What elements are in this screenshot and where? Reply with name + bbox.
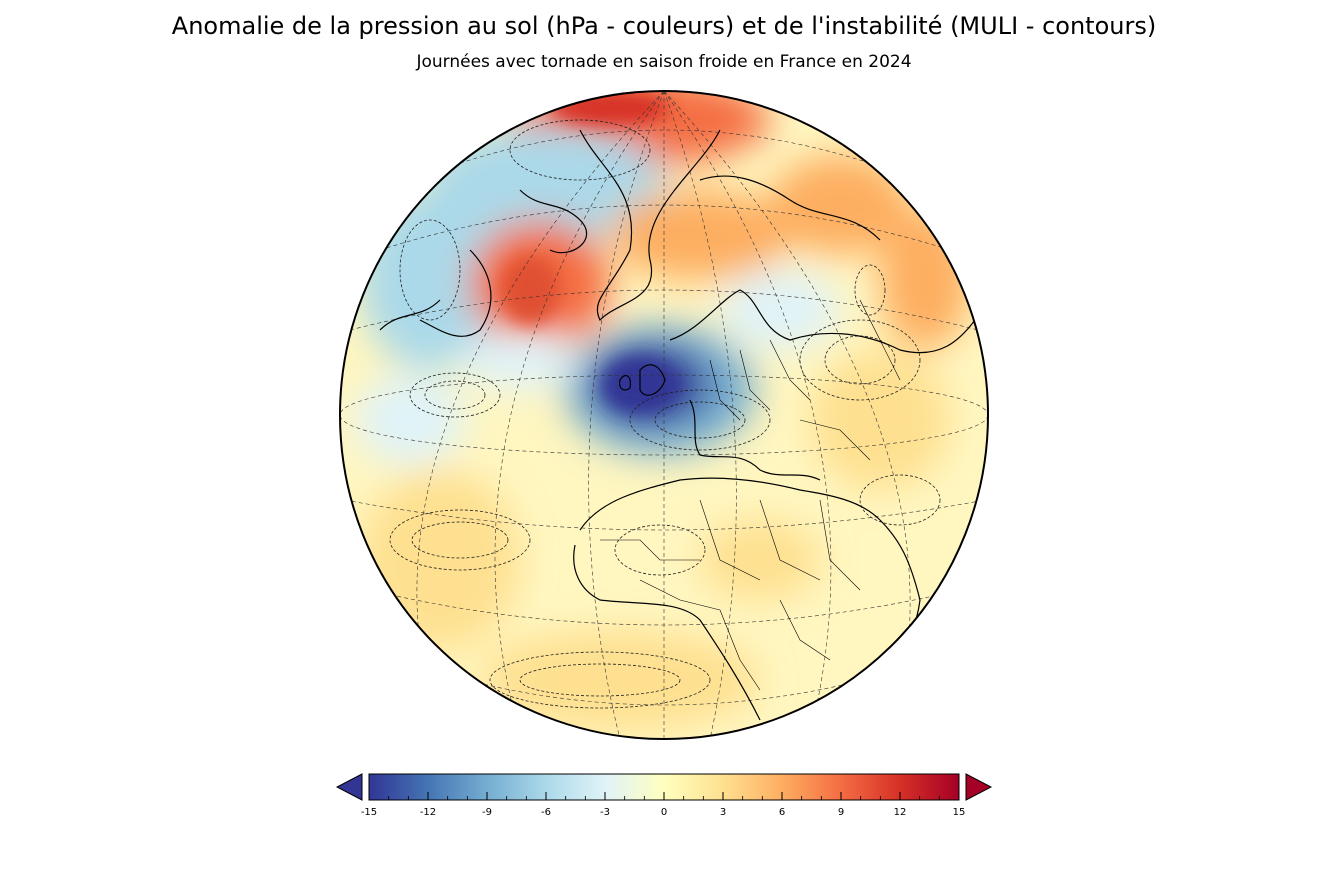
colorbar-extend-high [965, 773, 993, 801]
country-borders [600, 299, 901, 691]
globe-map [339, 90, 989, 740]
colorbar-tick-label: 9 [838, 807, 844, 818]
colorbar-tick-label: -3 [600, 807, 610, 818]
coastlines [379, 129, 976, 721]
colorbar-extend-low [335, 773, 363, 801]
colorbar-tick-label: 3 [720, 807, 726, 818]
colorbar-tick-label: 0 [661, 807, 667, 818]
colorbar-tick-label: -15 [361, 807, 377, 818]
colorbar-tick-label: -12 [420, 807, 436, 818]
colorbar-tick-label: 15 [953, 807, 966, 818]
globe-outline [339, 90, 989, 740]
muli-contours [389, 119, 941, 709]
colorbar-ticks: -15 -12 -9 -6 -3 0 3 6 9 12 15 [361, 792, 966, 818]
colorbar-tick-label: -6 [541, 807, 551, 818]
colorbar-tick-label: 12 [894, 807, 907, 818]
colorbar-tick-label: -9 [482, 807, 492, 818]
colorbar-tick-label: 6 [779, 807, 785, 818]
map-title: Anomalie de la pression au sol (hPa - co… [171, 12, 1157, 40]
map-subtitle: Journées avec tornade en saison froide e… [416, 52, 912, 72]
